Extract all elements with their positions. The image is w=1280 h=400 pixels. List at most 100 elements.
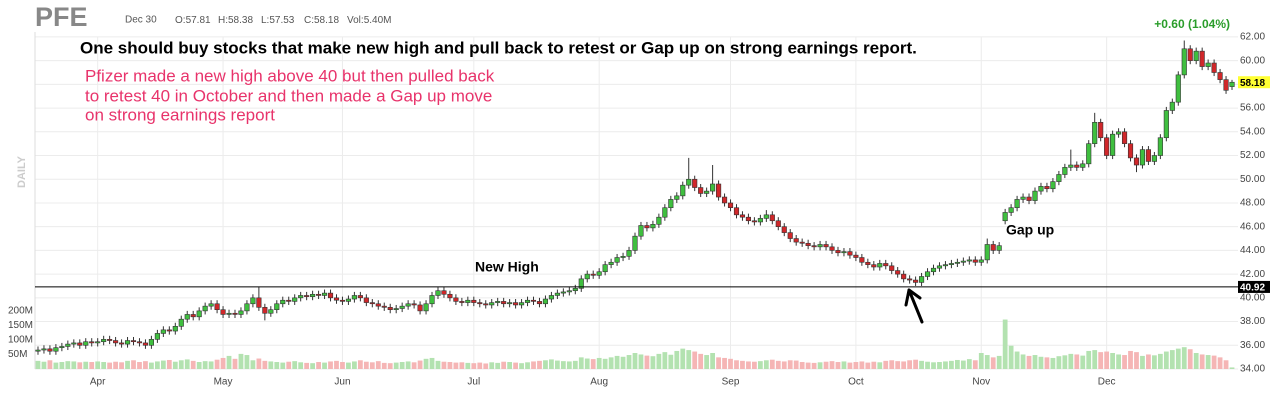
volume-bar — [549, 359, 554, 369]
volume-bar — [775, 360, 781, 369]
candle-body — [536, 301, 543, 305]
candle-body — [871, 264, 877, 268]
note-line: Pfizer made a new high above 40 but then… — [85, 66, 495, 85]
y-tick-label: 40.00 — [1240, 292, 1265, 303]
candle-body — [524, 299, 531, 303]
volume-bar — [596, 357, 602, 369]
volume-bar — [602, 358, 608, 369]
volume-bar — [274, 362, 280, 369]
volume-bar — [519, 363, 524, 369]
volume-bar — [722, 357, 727, 369]
candle-body — [124, 340, 131, 345]
candle-body — [196, 310, 202, 318]
candle-body — [232, 312, 238, 315]
ohlc-stats: O:57.81 H:58.38 L:57.53 C:58.18 — [175, 15, 339, 26]
volume-bar — [125, 360, 130, 369]
candle-body — [292, 297, 298, 302]
candle-body — [298, 295, 304, 299]
candle-body — [321, 292, 328, 296]
volume-bar — [1175, 348, 1181, 369]
candle-body — [626, 250, 632, 257]
candle-body — [889, 265, 895, 271]
candle-body — [530, 299, 537, 302]
candle-body — [238, 310, 244, 315]
candle-body — [214, 303, 220, 311]
volume-bar — [883, 360, 889, 369]
volume-bar — [937, 362, 942, 369]
candle-body — [948, 263, 954, 265]
volume-bar — [1044, 357, 1050, 369]
candle-body — [668, 199, 674, 209]
candle-body — [1145, 149, 1152, 162]
volume-bar — [1062, 355, 1068, 369]
period: DAILY — [16, 155, 28, 188]
candle-body — [805, 242, 811, 246]
volume-bar — [381, 362, 387, 369]
headline: One should buy stocks that make new high… — [80, 38, 917, 57]
volume-bar — [841, 361, 847, 369]
candle-body — [184, 314, 190, 320]
x-tick-label: Sep — [722, 377, 740, 388]
volume-bar — [740, 360, 745, 369]
volume-bar — [65, 361, 71, 369]
volume-bar — [107, 362, 113, 369]
candle-body — [990, 244, 996, 251]
candle-body — [763, 214, 769, 219]
candle-body — [172, 326, 178, 332]
volume-bar — [489, 362, 495, 369]
candle-body — [542, 298, 549, 305]
candle-body — [130, 340, 137, 343]
volume-bar — [1080, 355, 1086, 369]
volume-bar — [220, 357, 226, 369]
candle-body — [859, 257, 865, 263]
y-tick-label: 62.00 — [1240, 32, 1265, 43]
volume-bar — [555, 360, 560, 369]
volume-bar — [960, 360, 966, 369]
candle-body — [954, 261, 960, 264]
volume-bar — [214, 359, 220, 369]
candle-body — [178, 318, 184, 327]
candle-body — [226, 312, 232, 315]
candle-body — [399, 305, 405, 309]
volume-bar — [411, 362, 417, 369]
candle-body — [972, 259, 978, 263]
volume-bar — [805, 362, 811, 369]
candle-body — [393, 308, 399, 311]
candle-body — [1127, 143, 1134, 159]
volume-bar — [83, 361, 89, 369]
candle-body — [829, 246, 835, 251]
candle-body — [644, 225, 650, 229]
volume-bar — [590, 359, 596, 369]
volume-bar — [996, 355, 1002, 369]
candle-body — [877, 263, 883, 268]
candle-body — [787, 232, 793, 239]
volume-bar — [537, 360, 542, 369]
candle-body — [417, 304, 423, 312]
candle-body — [411, 303, 417, 306]
volume-bar — [1140, 355, 1145, 369]
stat-label: L: — [261, 15, 269, 26]
volume-bar — [268, 361, 274, 369]
candle-body — [566, 290, 572, 293]
volume-stat: Vol:5.40M — [347, 15, 391, 26]
volume-bar — [793, 360, 799, 369]
volume-tick-label: 150M — [8, 320, 33, 331]
candle-body — [775, 220, 781, 227]
volume-bar — [1086, 350, 1092, 369]
volume-bar — [363, 361, 369, 369]
volume-bar — [477, 362, 483, 369]
volume-bar — [799, 362, 805, 369]
volume-bar — [304, 362, 310, 369]
volume-bar — [513, 362, 518, 369]
volume-bar — [829, 361, 835, 369]
volume-bar — [1128, 350, 1133, 369]
volume-bar — [1056, 356, 1062, 369]
volume-bar — [817, 362, 823, 369]
volume-bar — [931, 362, 936, 369]
volume-bar — [340, 362, 345, 369]
candle-body — [471, 299, 477, 303]
candle-body — [614, 257, 620, 263]
candle-body — [721, 196, 728, 204]
volume-bar — [1116, 354, 1121, 369]
candle-body — [113, 340, 119, 344]
